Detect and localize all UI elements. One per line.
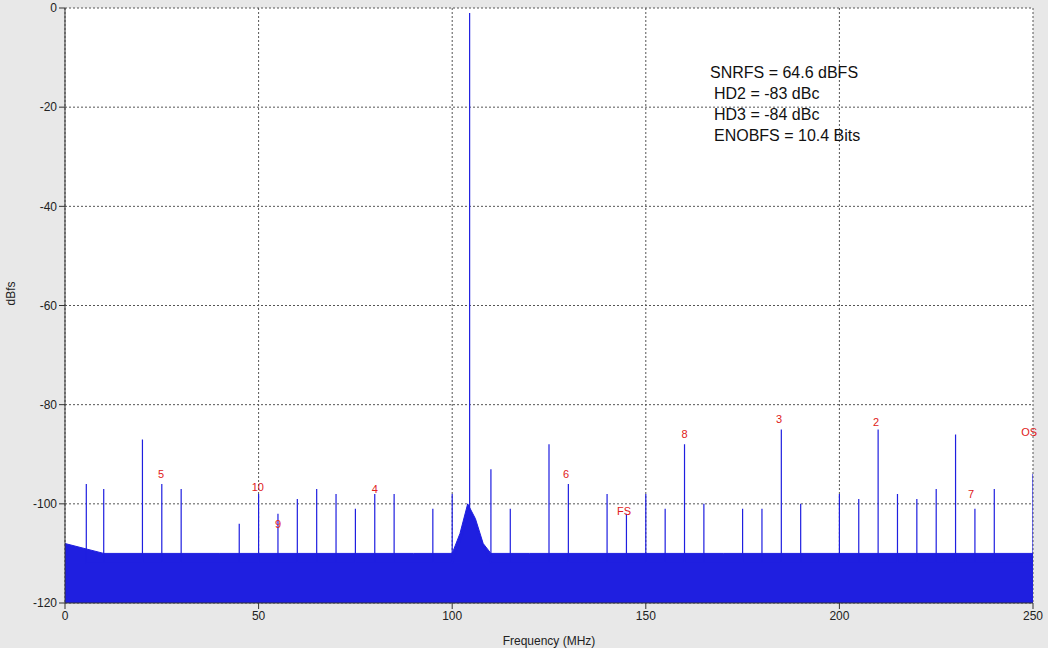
svg-text:dBfs: dBfs [4,281,18,305]
svg-text:2: 2 [873,416,879,428]
svg-text:200: 200 [829,609,849,623]
svg-text:0: 0 [62,609,69,623]
svg-text:-20: -20 [40,100,58,114]
svg-text:FS: FS [617,505,631,517]
svg-text:4: 4 [372,483,378,495]
svg-text:-80: -80 [40,398,58,412]
svg-text:7: 7 [968,488,974,500]
svg-text:100: 100 [442,609,462,623]
svg-text:150: 150 [636,609,656,623]
html-text:ENOBFS = 10.4 Bits: ENOBFS = 10.4 Bits [714,127,861,144]
svg-text:Frequency (MHz): Frequency (MHz) [503,634,596,648]
svg-text:-60: -60 [40,299,58,313]
svg-text:-40: -40 [40,200,58,214]
html-text:HD2 = -83 dBc: HD2 = -83 dBc [714,85,820,102]
svg-text:3: 3 [776,413,782,425]
svg-text:-120: -120 [33,596,57,610]
svg-text:250: 250 [1023,609,1043,623]
svg-text:8: 8 [681,428,687,440]
svg-text:6: 6 [563,468,569,480]
svg-text:OS: OS [1021,426,1037,438]
svg-text:10: 10 [252,481,264,493]
svg-text:-100: -100 [33,497,57,511]
html-text:HD3 = -84 dBc: HD3 = -84 dBc [714,106,820,123]
html-text:SNRFS = 64.6 dBFS: SNRFS = 64.6 dBFS [710,64,859,81]
svg-text:5: 5 [158,468,164,480]
svg-text:9: 9 [275,518,281,530]
svg-text:50: 50 [252,609,266,623]
svg-text:0: 0 [50,1,57,15]
